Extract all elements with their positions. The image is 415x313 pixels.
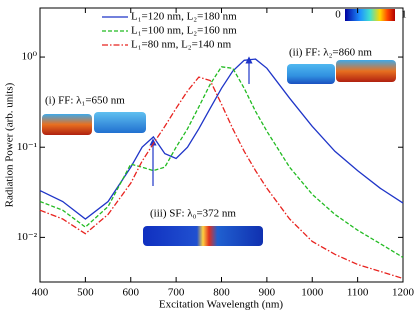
x-tick-label: 400 <box>32 287 49 299</box>
x-tick-label: 900 <box>259 287 276 299</box>
x-tick-label: 1000 <box>301 287 324 299</box>
x-axis-label: Excitation Wavelength (nm) <box>159 299 283 311</box>
colorbar <box>345 9 395 21</box>
inset-ii <box>287 60 396 84</box>
series-line <box>39 66 404 258</box>
legend-label: L₁=120 nm, L₂=180 nm <box>131 11 237 23</box>
x-tick-label: 600 <box>123 287 140 299</box>
series-line <box>39 58 404 220</box>
series-line <box>39 76 404 280</box>
y-axis-label: Radiation Power (arb. units) <box>4 82 16 207</box>
legend-label: L₁=80 nm, L₂=140 nm <box>131 39 232 51</box>
inset-iii <box>143 226 263 246</box>
y-tick-label: 10⁻¹ <box>17 141 37 153</box>
inset-i <box>42 112 146 135</box>
y-tick-label: 10⁻² <box>17 231 38 243</box>
annotation: (i) FF: λ₁=650 nm <box>45 95 125 107</box>
legend-label: L₁=100 nm, L₂=160 nm <box>131 25 237 37</box>
x-tick-label: 1100 <box>347 287 369 299</box>
annotation: (iii) SF: λ₀=372 nm <box>150 208 236 220</box>
x-tick-label: 800 <box>213 287 230 299</box>
annotation: (ii) FF: λ₂=860 nm <box>289 47 372 59</box>
colorbar-label: 1 <box>401 9 407 21</box>
y-tick-label: 10⁰ <box>22 51 38 63</box>
x-tick-label: 1200 <box>392 287 415 299</box>
x-tick-label: 500 <box>77 287 94 299</box>
colorbar-label: 0 <box>335 9 341 21</box>
x-tick-label: 700 <box>168 287 185 299</box>
